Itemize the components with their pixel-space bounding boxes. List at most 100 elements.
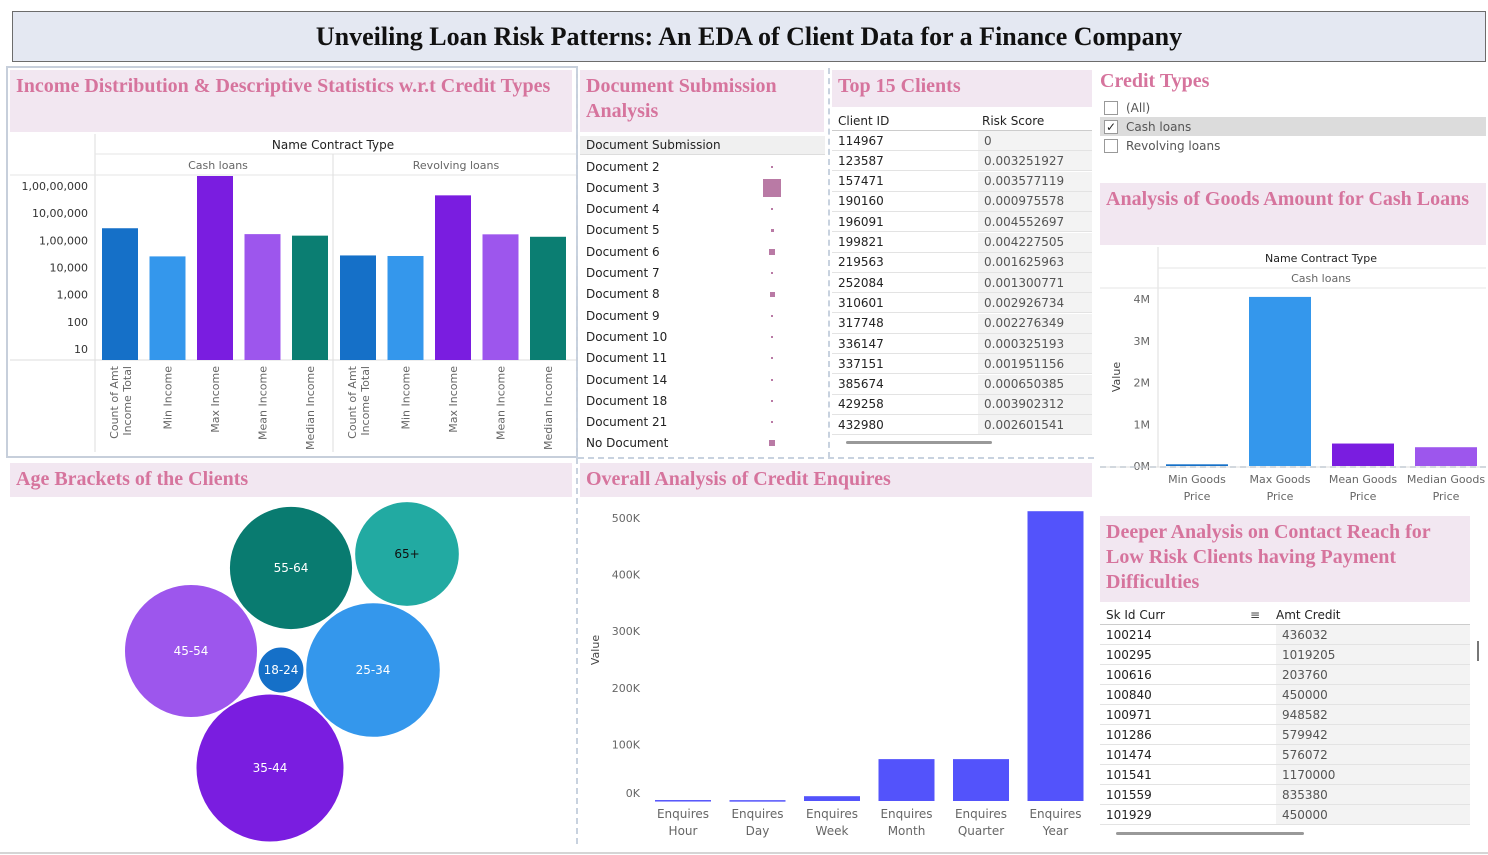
y-tick-label: 2M <box>1134 377 1151 390</box>
sk-id-curr: 101541 <box>1106 767 1152 782</box>
document-mark[interactable] <box>771 335 773 338</box>
filter-option[interactable]: (All) <box>1100 98 1486 117</box>
age-bubble[interactable] <box>195 693 345 843</box>
table-row[interactable]: 123587 0.003251927 <box>832 151 1092 172</box>
credit-types-filter: Credit Types (All) ✓ Cash loans Revolving l… <box>1100 70 1486 180</box>
amt-credit: 1019205 <box>1276 645 1470 664</box>
list-item[interactable]: Document 3 <box>580 177 825 198</box>
table-row[interactable]: 317748 0.002276349 <box>832 313 1092 334</box>
age-bubble[interactable] <box>123 583 259 719</box>
list-item[interactable]: Document 7 <box>580 263 825 284</box>
document-mark[interactable] <box>771 165 773 168</box>
document-mark[interactable] <box>769 248 775 255</box>
list-item[interactable]: Document 18 <box>580 390 825 411</box>
income-bar[interactable] <box>340 255 376 360</box>
document-mark[interactable] <box>771 399 773 402</box>
table-row[interactable]: 219563 0.001625963 <box>832 252 1092 273</box>
table-row[interactable]: 100840 450000 <box>1100 685 1470 705</box>
table-row[interactable]: 100971 948582 <box>1100 705 1470 725</box>
list-item[interactable]: Document 11 <box>580 348 825 369</box>
document-mark[interactable] <box>771 378 773 381</box>
table-row[interactable]: 100616 203760 <box>1100 665 1470 685</box>
age-bubble[interactable] <box>305 602 441 738</box>
document-mark[interactable] <box>771 357 773 360</box>
enquiry-bar[interactable] <box>1027 511 1084 801</box>
list-item[interactable]: Document 9 <box>580 305 825 326</box>
contact-table[interactable]: Sk Id Curr ≡ Amt Credit 100214 436032 1002… <box>1100 605 1486 841</box>
age-bubble[interactable] <box>354 501 460 607</box>
age-bubble[interactable] <box>257 646 305 694</box>
goods-bar[interactable] <box>1166 464 1228 466</box>
goods-bar[interactable] <box>1249 296 1311 466</box>
income-bar[interactable] <box>530 236 566 360</box>
table-row[interactable]: 336147 0.000325193 <box>832 334 1092 354</box>
enquiry-bar[interactable] <box>878 759 935 801</box>
income-bar[interactable] <box>244 234 281 360</box>
list-item[interactable]: Document 8 <box>580 284 825 305</box>
income-bar[interactable] <box>292 235 328 360</box>
vertical-scrollbar[interactable] <box>1477 641 1479 661</box>
table-row[interactable]: 252084 0.001300771 <box>832 273 1092 294</box>
income-bar[interactable] <box>197 176 233 360</box>
goods-bar[interactable] <box>1415 447 1477 466</box>
income-bar[interactable] <box>149 256 186 360</box>
sort-icon[interactable]: ≡ <box>1250 607 1261 622</box>
document-mark[interactable] <box>769 291 775 297</box>
table-row[interactable]: 432980 0.002601541 <box>832 415 1092 436</box>
list-item[interactable]: Document 10 <box>580 326 825 347</box>
table-row[interactable]: 157471 0.003577119 <box>832 171 1092 192</box>
document-mark[interactable] <box>770 228 774 232</box>
x-tick-label: Price <box>1350 490 1377 503</box>
table-row[interactable]: 101474 576072 <box>1100 745 1470 765</box>
table-row[interactable]: 190160 0.000975578 <box>832 191 1092 212</box>
table-row[interactable]: 101559 835380 <box>1100 785 1470 805</box>
table-row[interactable]: 101541 1170000 <box>1100 765 1470 785</box>
income-bar[interactable] <box>102 228 138 360</box>
horizontal-scrollbar[interactable] <box>1116 832 1304 835</box>
checkbox-icon[interactable] <box>1104 100 1118 115</box>
document-mark[interactable] <box>769 440 775 447</box>
table-row[interactable]: 114967 0 <box>832 131 1092 151</box>
documents-panel-title: Document Submission Analysis <box>580 70 824 132</box>
table-row[interactable]: 429258 0.003902312 <box>832 394 1092 415</box>
sk-id-curr: 101559 <box>1106 787 1152 802</box>
list-item[interactable]: Document 4 <box>580 199 825 220</box>
document-mark[interactable] <box>771 421 773 424</box>
table-row[interactable]: 100295 1019205 <box>1100 645 1470 665</box>
enquiry-bar[interactable] <box>655 800 711 802</box>
enquiry-bar[interactable] <box>804 796 860 801</box>
enquiry-bar[interactable] <box>953 759 1009 801</box>
income-bar[interactable] <box>435 195 471 360</box>
table-row[interactable]: 199821 0.004227505 <box>832 232 1092 253</box>
list-item[interactable]: Document 2 <box>580 156 825 177</box>
filter-option[interactable]: Revolving loans <box>1100 136 1486 155</box>
table-row[interactable]: 101929 450000 <box>1100 805 1470 825</box>
document-mark[interactable] <box>771 208 773 211</box>
age-bubble[interactable] <box>228 505 354 631</box>
table-row[interactable]: 310601 0.002926734 <box>832 293 1092 314</box>
list-item[interactable]: Document 6 <box>580 241 825 262</box>
checked-checkbox-icon[interactable]: ✓ <box>1104 119 1118 134</box>
horizontal-scrollbar[interactable] <box>846 441 992 444</box>
goods-bar[interactable] <box>1332 443 1394 466</box>
list-item[interactable]: Document 21 <box>580 412 825 433</box>
enquiry-bar[interactable] <box>729 800 786 802</box>
table-row[interactable]: 196091 0.004552697 <box>832 212 1092 233</box>
list-item[interactable]: Document 5 <box>580 220 825 241</box>
list-item[interactable]: Document 14 <box>580 369 825 390</box>
document-mark[interactable] <box>771 272 773 274</box>
x-tick-label: Max Income <box>209 366 222 433</box>
document-mark[interactable] <box>771 314 773 317</box>
filter-option[interactable]: ✓ Cash loans <box>1100 117 1486 136</box>
table-row[interactable]: 100214 436032 <box>1100 625 1470 645</box>
checkbox-icon[interactable] <box>1104 138 1118 153</box>
table-row[interactable]: 101286 579942 <box>1100 725 1470 745</box>
top-clients-table[interactable]: Client ID Risk Score 114967 0 123587 0.0032… <box>832 111 1092 453</box>
document-mark[interactable] <box>763 178 781 197</box>
income-bar[interactable] <box>482 234 519 360</box>
document-label: No Document <box>586 436 669 451</box>
table-row[interactable]: 385674 0.000650385 <box>832 374 1092 395</box>
income-bar[interactable] <box>387 255 424 360</box>
list-item[interactable]: No Document <box>580 433 825 454</box>
table-row[interactable]: 337151 0.001951156 <box>832 354 1092 375</box>
